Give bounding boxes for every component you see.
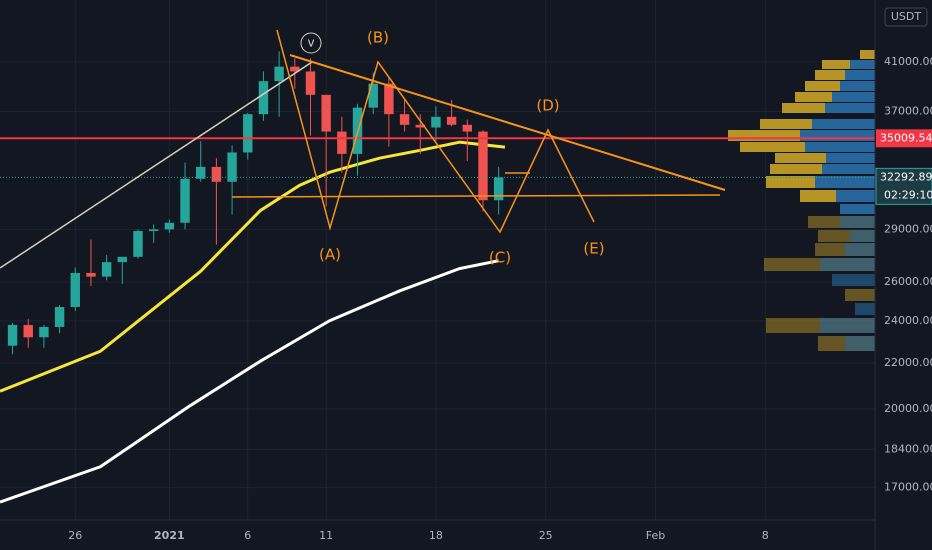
plot <box>0 51 875 504</box>
wave-label: (A) <box>319 246 341 264</box>
wave-label: (E) <box>583 240 604 258</box>
candle-body <box>368 83 378 108</box>
y-tick-label: 24000.00 <box>884 314 932 327</box>
x-tick-label: 6 <box>244 529 251 542</box>
y-tick-label: 20000.00 <box>884 402 932 415</box>
candle-body <box>384 83 394 115</box>
price-tag <box>876 129 932 148</box>
candle-body <box>446 116 457 125</box>
x-tick-label: 18 <box>429 529 443 542</box>
last-price-label: 32292.89 <box>880 170 932 183</box>
candle-body <box>462 124 472 132</box>
y-tick-label: 29000.00 <box>884 222 932 235</box>
candle-body <box>227 152 237 182</box>
candle-body <box>196 166 206 179</box>
wave-label: (D) <box>536 97 559 115</box>
candle-body <box>337 131 347 154</box>
price-tag-label: 35009.54 <box>880 131 932 144</box>
volume-profile <box>728 50 875 351</box>
countdown: 02:29:10 <box>884 188 932 201</box>
candle-body <box>274 66 284 82</box>
candle-body <box>211 166 222 182</box>
candle-body <box>39 326 49 338</box>
y-tick-label: 37000.00 <box>884 105 932 118</box>
candle-body <box>243 114 253 153</box>
drawings <box>0 29 726 269</box>
candle-body <box>23 324 33 338</box>
x-tick-label: 11 <box>319 529 333 542</box>
x-tick-label: 2021 <box>154 529 185 542</box>
candle-body <box>54 306 65 327</box>
candle-body <box>258 81 269 115</box>
candle-body <box>431 116 441 128</box>
x-tick-label: 26 <box>68 529 82 542</box>
grid <box>0 0 875 520</box>
candle-body <box>117 256 128 263</box>
candle-body <box>70 272 80 307</box>
moving-average <box>0 140 506 393</box>
candle-body <box>164 222 175 230</box>
candle-body <box>290 66 300 72</box>
wave-label: (B) <box>367 29 389 47</box>
wave-label: v <box>307 36 314 50</box>
wave-labels: v (B) (A) (C) (D) (E) <box>307 29 604 267</box>
candle-body <box>86 272 96 277</box>
wave-label: (C) <box>489 249 511 267</box>
candle-body <box>101 262 112 277</box>
candle-body <box>399 114 410 125</box>
moving-average <box>0 259 499 504</box>
candle-body <box>478 131 488 201</box>
y-tick-label: 26000.00 <box>884 275 932 288</box>
unit-box[interactable] <box>884 7 928 27</box>
y-tick-label: 22000.00 <box>884 356 932 369</box>
axis-unit[interactable]: USDT <box>891 10 922 23</box>
x-tick-label: Feb <box>646 529 665 542</box>
x-tick-label: 25 <box>539 529 553 542</box>
y-tick-label: 18400.00 <box>884 442 932 455</box>
candle-body <box>148 229 159 232</box>
candle-body <box>133 231 143 257</box>
price-axis-panel <box>875 0 932 550</box>
axes: 26 2021 6 11 18 25 Feb 8 41000.00 37000.00 29000.0… <box>68 55 932 542</box>
candle-body <box>7 324 18 346</box>
price-tag <box>875 167 932 205</box>
y-tick-label: 41000.00 <box>884 55 932 68</box>
candle-body <box>305 71 316 95</box>
y-tick-label: 17000.00 <box>884 481 932 494</box>
candle-body <box>415 124 425 128</box>
candle-body <box>180 178 190 223</box>
candle-body <box>321 94 331 132</box>
x-tick-label: 8 <box>762 529 769 542</box>
candle-body <box>493 177 504 201</box>
